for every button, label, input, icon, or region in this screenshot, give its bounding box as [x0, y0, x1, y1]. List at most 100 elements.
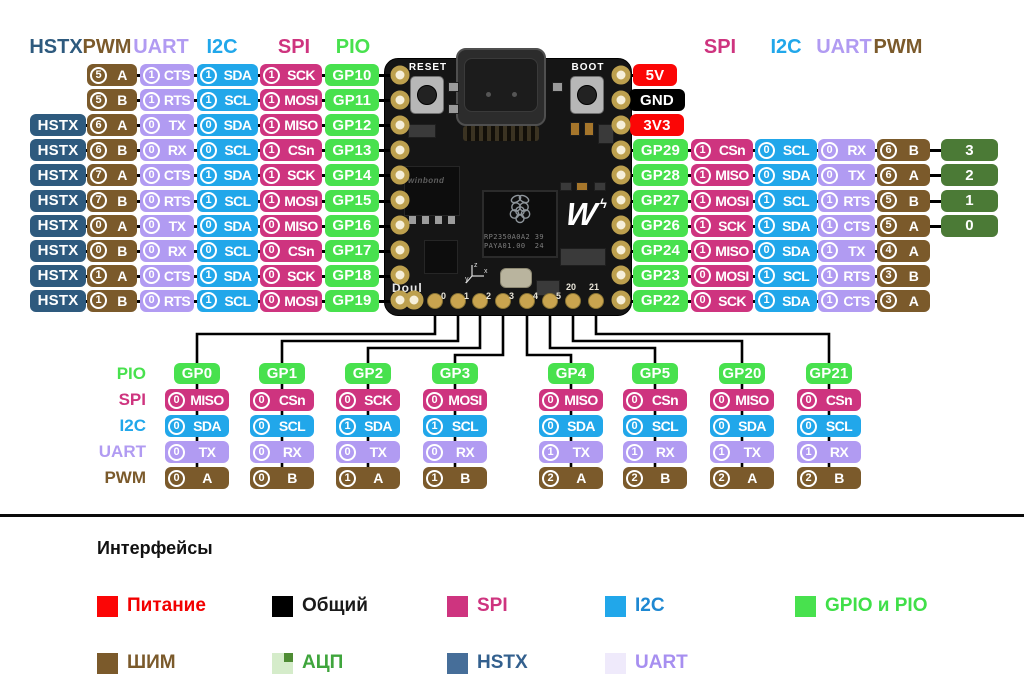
smd-component [448, 104, 459, 114]
spi-badge: 0 MOSI [423, 389, 487, 411]
pwm-number: 1 [339, 469, 356, 487]
spi-function-label: SCK [718, 217, 746, 234]
uart-function-label: RX [655, 444, 675, 460]
spi-function-label: MOSI [715, 192, 749, 209]
uart-number: 0 [339, 443, 356, 461]
legend-swatch-ацп [272, 653, 293, 674]
uart-function-label: RTS [163, 192, 191, 209]
spi-number: 0 [339, 391, 356, 409]
i2c-number: 1 [758, 192, 775, 209]
pwm-function-label: A [117, 67, 127, 83]
pin-hole [390, 215, 410, 235]
pin-hole [390, 115, 410, 135]
uart-badge: 0 RTS [140, 289, 194, 312]
uart-function-label: RX [282, 444, 302, 460]
uart-function-label: TX [168, 217, 186, 234]
spi-number: 1 [694, 217, 711, 235]
pwm-function-label: A [747, 470, 757, 486]
pwm-function-label: B [908, 142, 919, 159]
spi-badge: 0 CSn [623, 389, 687, 411]
spi-function-label: SCK [287, 67, 315, 83]
pin-hole [611, 190, 631, 210]
boot-label: BOOT [571, 62, 605, 73]
gpio-badge: GP10 [325, 64, 379, 86]
column-header-pwm: PWM [873, 36, 923, 58]
spi-number: 0 [713, 391, 730, 409]
pwm-number: 4 [880, 242, 897, 260]
pwm-function-label: A [576, 470, 586, 486]
uart-number: 1 [626, 443, 643, 461]
pwm-number: 6 [90, 141, 107, 159]
waveshare-logo-swoosh: ϟ [600, 196, 607, 211]
pwm-function-label: B [834, 470, 844, 486]
uart-function-label: RX [167, 242, 187, 259]
gpio-badge: GP22 [633, 289, 688, 312]
uart-badge: 1 RTS [818, 264, 875, 287]
legend-label: Общий [302, 595, 368, 616]
uart-function-label: TX [848, 167, 865, 184]
pwm-number: 7 [90, 166, 107, 184]
i2c-function-label: SDA [223, 267, 252, 284]
uart-number: 0 [253, 443, 270, 461]
pin-hole [390, 90, 410, 110]
pwm-function-label: A [117, 267, 127, 284]
column-header-uart: UART [133, 36, 189, 58]
pwm-function-label: A [908, 242, 919, 259]
pwm-number: 0 [90, 242, 107, 260]
bottom-row-label-i2c: I2C [119, 416, 146, 435]
pwm-function-label: B [117, 192, 127, 209]
pwm-number: 0 [90, 217, 107, 235]
pwm-number: 1 [90, 267, 107, 285]
i2c-number: 0 [542, 417, 559, 435]
uart-badge: 0 RX [818, 139, 875, 162]
i2c-badge: 0 SDA [755, 239, 817, 262]
spi-number: 1 [263, 66, 280, 84]
pad-number: 3 [509, 291, 515, 301]
svg-text:z: z [474, 262, 478, 269]
pin-pad [427, 293, 443, 309]
legend-label: HSTX [477, 652, 528, 673]
uart-badge: 0 CTS [140, 264, 194, 287]
uart-badge: 0 CTS [140, 164, 194, 187]
gpio-badge: GP2 [345, 363, 391, 384]
smd-component [570, 122, 580, 136]
power-badge: 3V3 [630, 114, 684, 137]
spi-function-label: MOSI [715, 267, 749, 284]
boot-button [570, 76, 604, 114]
spi-function-label: MOSI [284, 292, 318, 309]
i2c-badge: 0 SDA [197, 114, 258, 137]
legend-swatch-hstx [447, 653, 468, 674]
uart-function-label: RTS [843, 192, 870, 209]
spi-badge: 1 MISO [691, 239, 753, 262]
pad-number: 4 [533, 291, 539, 301]
spi-function-label: SCK [718, 292, 746, 309]
i2c-number: 0 [713, 417, 730, 435]
spi-badge: 0 MISO [260, 214, 322, 237]
uart-badge: 1 TX [539, 441, 603, 463]
hstx-badge: HSTX [30, 114, 86, 137]
uart-badge: 0 RX [140, 239, 194, 262]
i2c-badge: 0 SCL [197, 139, 258, 162]
pwm-number: 3 [880, 292, 897, 310]
uart-number: 1 [821, 217, 838, 235]
i2c-function-label: SCL [651, 418, 679, 434]
i2c-function-label: SDA [193, 418, 221, 434]
uart-number: 0 [143, 242, 160, 260]
spi-number: 1 [694, 242, 711, 260]
spi-number: 0 [263, 267, 280, 285]
spi-number: 0 [263, 292, 280, 310]
pwm-number: 0 [253, 469, 270, 487]
pwm-function-label: B [117, 242, 127, 259]
spi-number: 1 [263, 91, 280, 109]
i2c-number: 1 [758, 217, 775, 235]
spi-function-label: MOSI [284, 192, 318, 209]
legend-label: UART [635, 652, 688, 673]
pwm-number: 1 [426, 469, 443, 487]
i2c-function-label: SCL [224, 192, 251, 209]
